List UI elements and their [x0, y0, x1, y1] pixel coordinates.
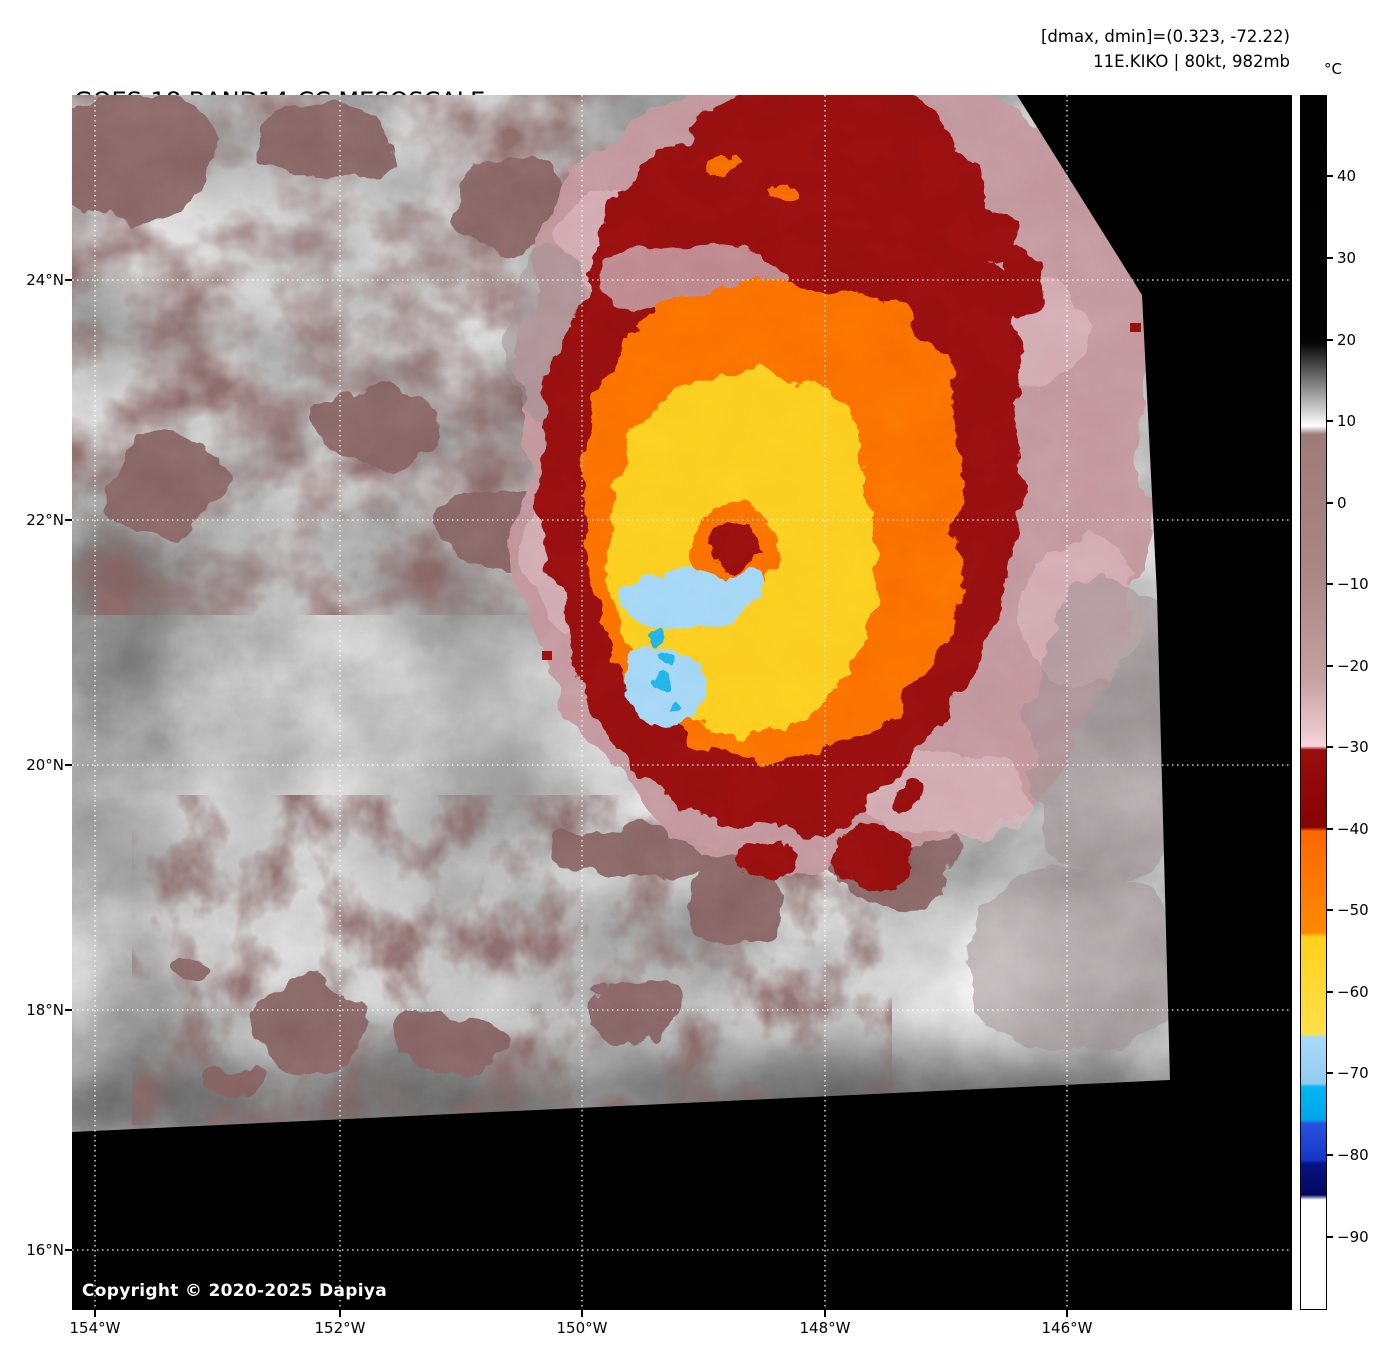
satellite-swath	[72, 95, 1170, 1132]
lat-tick-label: 18°N	[26, 1001, 64, 1019]
lat-tick-label: 22°N	[26, 511, 64, 529]
lat-tick-label: 20°N	[26, 756, 64, 774]
lon-tick-label: 154°W	[69, 1319, 121, 1337]
colorbar-tick-label: −20	[1326, 656, 1387, 676]
colorbar-tick-label: 40	[1326, 166, 1387, 186]
axis-tick	[65, 519, 72, 521]
colorbar-tick-label: −50	[1326, 900, 1387, 920]
colorbar-tick-label: −80	[1326, 1145, 1387, 1165]
colorbar-unit: °C	[1324, 60, 1342, 78]
copyright: Copyright © 2020-2025 Dapiya	[82, 1281, 387, 1301]
lon-tick-label: 148°W	[799, 1319, 851, 1337]
lat-tick-label: 24°N	[26, 271, 64, 289]
satellite-plot: Copyright © 2020-2025 Dapiya	[72, 95, 1292, 1310]
lat-tick-label: 16°N	[26, 1241, 64, 1259]
colorbar-tick-label: 30	[1326, 248, 1387, 268]
colorbar-tick-label: −70	[1326, 1063, 1387, 1083]
lon-tick-label: 152°W	[314, 1319, 366, 1337]
info-block: [dmax, dmin]=(0.323, -72.22) 11E.KIKO | …	[1041, 24, 1290, 74]
colorbar-tick-label: 20	[1326, 330, 1387, 350]
satellite-image	[72, 95, 1292, 1310]
storm-info: 11E.KIKO | 80kt, 982mb	[1093, 52, 1290, 71]
colorbar-tick-label: −60	[1326, 982, 1387, 1002]
axis-tick	[339, 1310, 341, 1317]
colorbar-tick-label: −10	[1326, 574, 1387, 594]
axis-tick	[65, 764, 72, 766]
gridlines	[72, 95, 1292, 1310]
colorbar-tick-label: 0	[1326, 493, 1387, 513]
lon-tick-label: 146°W	[1041, 1319, 1093, 1337]
axis-tick	[94, 1310, 96, 1317]
axis-tick	[824, 1310, 826, 1317]
axis-tick	[581, 1310, 583, 1317]
lon-tick-label: 150°W	[556, 1319, 608, 1337]
axis-tick	[65, 1249, 72, 1251]
dmax-dmin-readout: [dmax, dmin]=(0.323, -72.22)	[1041, 27, 1290, 46]
axis-tick	[65, 1009, 72, 1011]
colorbar	[1300, 95, 1327, 1310]
colorbar-tick-label: −30	[1326, 737, 1387, 757]
colorbar-tick-label: 10	[1326, 411, 1387, 431]
colorbar-tick-label: −90	[1326, 1227, 1387, 1247]
colorbar-tick-label: −40	[1326, 819, 1387, 839]
axis-tick	[1066, 1310, 1068, 1317]
axis-tick	[65, 279, 72, 281]
